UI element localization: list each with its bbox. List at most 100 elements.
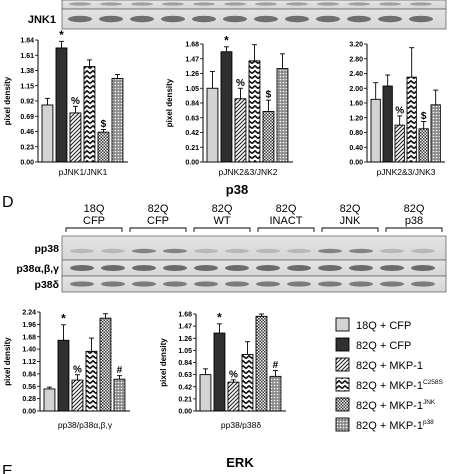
blot-band xyxy=(318,281,342,287)
panel-title-erk: ERK xyxy=(226,455,254,470)
legend-swatch xyxy=(335,417,350,432)
significance-label: % xyxy=(71,96,80,107)
y-tick-label: 0.46 xyxy=(20,129,34,136)
chart-pp38-p38abg: 0.00 0.28 0.56 0.84 1.12 1.40 1.68 1.96 2.24 pixe… xyxy=(3,310,130,430)
blot-band xyxy=(225,248,249,254)
x-axis-label: pJNK1/JNK1 xyxy=(59,167,108,177)
blot-band xyxy=(225,265,249,271)
panel-title-p38: p38 xyxy=(226,182,248,197)
bar xyxy=(220,51,233,163)
legend-label: 82Q + MKP-1C258S xyxy=(356,379,443,392)
y-tick-label: 0.42 xyxy=(185,130,199,137)
y-tick-label: 1.60 xyxy=(349,101,363,108)
y-tick-label: 2.24 xyxy=(22,310,36,317)
blot-band xyxy=(349,281,373,287)
y-tick-label: 2.40 xyxy=(349,71,363,78)
blot-strip xyxy=(61,275,447,293)
legend: 18Q + CFP 82Q + CFP 82Q + MKP-1 82Q + MKP-1… xyxy=(335,317,443,432)
lane-label-bottom: CFP xyxy=(83,215,105,227)
y-tick-label: 0.21 xyxy=(178,396,192,403)
bar xyxy=(83,66,96,163)
significance-label: * xyxy=(217,310,222,324)
lane-label-bottom: p38 xyxy=(405,215,423,227)
x-axis-label: pp38/p38δ xyxy=(221,420,261,430)
y-axis-label: pixel density xyxy=(159,338,168,387)
y-tick-label: 1.05 xyxy=(178,348,192,355)
blot-band xyxy=(100,2,122,6)
y-tick-label: 1.26 xyxy=(178,336,192,343)
lane-label-top: 82Q xyxy=(340,203,361,215)
y-tick-label: 0.00 xyxy=(20,160,34,167)
blot-band xyxy=(254,15,278,23)
legend-label: 82Q + MKP-1JNK xyxy=(356,399,436,412)
y-tick-label: 0.21 xyxy=(185,145,199,152)
bar xyxy=(99,317,112,412)
y-tick-label: 2.00 xyxy=(349,86,363,93)
bar xyxy=(370,98,381,163)
lane-label-bottom: JNK xyxy=(340,215,361,227)
blot-band xyxy=(70,281,94,287)
blot-band xyxy=(349,248,373,254)
blot-band xyxy=(194,248,218,254)
significance-label: # xyxy=(273,360,279,371)
lane-label-top: 82Q xyxy=(148,203,169,215)
y-tick-label: 0.00 xyxy=(22,409,36,416)
bar xyxy=(55,47,68,163)
lane-label-top: 18Q xyxy=(84,203,105,215)
lane-label-bottom: WT xyxy=(213,215,230,227)
blot-band xyxy=(316,15,340,23)
legend-label-superscript: C258S xyxy=(423,379,444,386)
y-tick-label: 1.12 xyxy=(22,359,36,366)
y-tick-label: 1.26 xyxy=(185,71,199,78)
blot-band xyxy=(349,265,373,271)
bar xyxy=(227,381,240,412)
blot-band xyxy=(131,2,153,6)
bar xyxy=(71,379,84,412)
bar xyxy=(41,104,54,163)
bar xyxy=(97,131,110,163)
blot-band xyxy=(163,281,187,287)
panel-letter-d: D xyxy=(2,194,14,211)
blot-band xyxy=(225,281,249,287)
lane-bracket xyxy=(321,227,379,232)
blot-row-label: p38δ xyxy=(35,279,59,291)
bar xyxy=(234,98,247,163)
legend-label: 82Q + MKP-1 xyxy=(356,360,423,372)
bar xyxy=(248,60,261,163)
blot-band xyxy=(130,15,154,23)
y-axis-label: pixel density xyxy=(3,76,12,125)
y-tick-label: 1.68 xyxy=(178,312,192,319)
lane-label-top: 82Q xyxy=(276,203,297,215)
legend-swatch xyxy=(335,377,350,392)
y-tick-label: 1.20 xyxy=(349,115,363,122)
y-tick-label: 1.40 xyxy=(22,347,36,354)
blot-p38: 18QCFP82QCFP82QWT82QINACT82QJNK82Qp38pp3… xyxy=(16,203,447,293)
blot-band xyxy=(132,265,156,271)
bar xyxy=(241,353,254,412)
y-axis-label: pixel density xyxy=(3,337,12,386)
significance-label: % xyxy=(229,369,238,380)
blot-band xyxy=(256,281,280,287)
significance-label: * xyxy=(61,311,66,325)
blot-band xyxy=(99,15,123,23)
lane-bracket xyxy=(385,227,443,232)
significance-label: $ xyxy=(266,90,272,101)
y-tick-label: 0.69 xyxy=(20,114,34,121)
significance-label: % xyxy=(73,364,82,375)
blot-band xyxy=(317,2,339,6)
bar xyxy=(199,374,212,412)
legend-swatch xyxy=(335,337,350,352)
bar xyxy=(269,375,282,412)
y-tick-label: 1.96 xyxy=(22,322,36,329)
blot-band xyxy=(192,15,216,23)
y-tick-label: 1.05 xyxy=(185,86,199,93)
blot-band xyxy=(163,248,187,254)
blot-band xyxy=(193,2,215,6)
bar xyxy=(276,68,289,163)
blot-band xyxy=(256,248,280,254)
chart-pjnk23-jnk3: 0.00 0.40 0.80 1.20 1.60 2.00 2.40 2.80 3.20% $ pJ… xyxy=(349,42,445,177)
blot-strip xyxy=(61,235,447,261)
y-tick-label: 0.63 xyxy=(185,115,199,122)
y-tick-label: 1.38 xyxy=(20,68,34,75)
